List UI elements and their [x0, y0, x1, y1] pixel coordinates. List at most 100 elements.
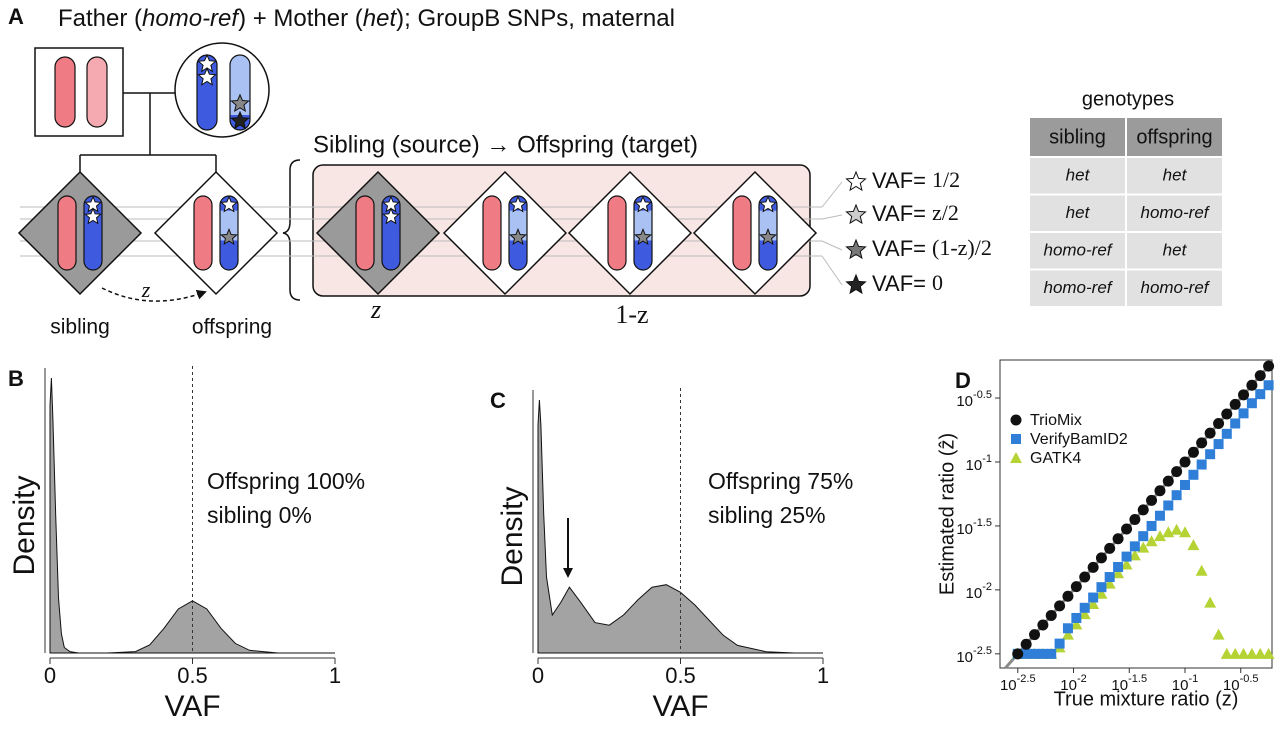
point: [1162, 475, 1174, 487]
tick-base: 10: [966, 457, 983, 474]
panel-title: Father (homo-ref) + Mother (het); GroupB…: [58, 5, 675, 32]
star: [845, 238, 867, 260]
point: [1112, 533, 1124, 545]
point: [1154, 510, 1165, 521]
point: [1154, 485, 1166, 497]
tick-label: 10-1: [1172, 673, 1198, 694]
point: [1078, 608, 1091, 620]
table-cell: [1030, 270, 1125, 306]
star: [230, 110, 250, 130]
point: [1121, 551, 1132, 562]
tick-label: 10-2.5: [1000, 673, 1036, 694]
table-cell: [1127, 233, 1222, 269]
point: [1088, 592, 1099, 603]
table-header-cell: [1030, 118, 1125, 156]
x-axis-label: VAF: [164, 690, 220, 723]
star: [230, 93, 250, 113]
point: [1195, 564, 1208, 576]
legend-label: TrioMix: [1030, 412, 1082, 429]
point: [1245, 647, 1258, 659]
y-axis-label: Density: [8, 475, 41, 575]
chromosome-part: [759, 240, 777, 270]
tick-base: 10: [966, 585, 983, 602]
tick-base: 10: [1111, 677, 1128, 694]
tick-power: -2: [982, 581, 992, 593]
tick-power: -2.5: [1017, 673, 1036, 685]
chromosome-part: [759, 210, 777, 241]
transfer-label: z: [141, 277, 151, 302]
point: [1112, 567, 1125, 579]
point: [1020, 638, 1032, 650]
title-part: ); GroupB SNPs, maternal: [396, 5, 675, 32]
point: [1046, 648, 1057, 659]
point: [1246, 398, 1257, 409]
charts: B 0 0.5 1 VAF Density Offspring 100% sibling 0%…: [8, 359, 1275, 723]
tick-base: 10: [956, 393, 973, 410]
x-axis-label: VAF: [652, 690, 708, 723]
table-cell: [1030, 233, 1125, 269]
point: [1137, 541, 1150, 553]
tick-label: 10-2: [966, 581, 992, 602]
tick-power: -2.5: [973, 645, 992, 657]
star: [509, 195, 527, 213]
point: [1137, 504, 1149, 516]
legend-label: VerifyBamID2: [1030, 431, 1128, 448]
point: [1037, 648, 1048, 659]
point: [1179, 526, 1192, 538]
point: [1238, 389, 1250, 401]
star: [845, 170, 867, 192]
star: [509, 227, 527, 246]
star: [759, 227, 777, 246]
point: [1045, 609, 1057, 621]
chromosome: [229, 54, 251, 131]
point: [1079, 602, 1090, 613]
tick-label: 10-0.5: [1223, 673, 1259, 694]
point: [1254, 647, 1267, 659]
point: [1205, 449, 1216, 460]
chromosome-part: [55, 57, 75, 127]
point: [1129, 513, 1141, 525]
point: [1120, 558, 1133, 570]
diamond: [153, 170, 279, 296]
point: [1029, 648, 1040, 659]
y-axis-label: Estimated ratio (ẑ): [936, 433, 958, 595]
annotation: sibling 0%: [207, 502, 312, 528]
tick-power: -2: [1077, 673, 1087, 685]
point: [1220, 647, 1233, 659]
point: [1096, 582, 1107, 593]
chromosome-part: [220, 240, 238, 270]
point: [1070, 581, 1082, 593]
offspring-label: offspring: [192, 316, 272, 339]
table-cell-text: homo-ref: [1140, 203, 1210, 222]
transfer-arrow: [101, 287, 207, 302]
title-part: het: [363, 5, 398, 32]
x-tick-label: 1: [817, 663, 829, 688]
star: [634, 227, 652, 246]
tick-base: 10: [1060, 677, 1077, 694]
point: [1061, 628, 1074, 640]
tick-base: 10: [1223, 677, 1240, 694]
point: [1079, 571, 1091, 583]
chromosome-part: [220, 210, 238, 241]
x-tick-label: 1: [329, 663, 341, 688]
point: [1104, 572, 1115, 583]
star: [197, 67, 217, 86]
vaf-legend-entry: VAF= z/2: [872, 200, 959, 226]
point: [1145, 535, 1158, 547]
point: [1054, 638, 1065, 649]
tick-power: -0.5: [973, 389, 992, 401]
vaf-legend-entry: VAF= 1/2: [872, 167, 960, 193]
point: [1230, 418, 1241, 429]
y-axis-label: Density: [496, 486, 529, 586]
chromosome-part: [87, 57, 107, 127]
point: [1010, 452, 1022, 463]
tick-label: 10-1: [966, 453, 992, 474]
tick-power: -1: [1188, 673, 1198, 685]
point: [1196, 459, 1207, 470]
point: [1037, 619, 1049, 631]
diamond: [692, 170, 818, 296]
father-box: [34, 47, 124, 137]
vaf-legend-label: VAF=: [872, 201, 926, 226]
vaf-legend-value: (1-z)/2: [932, 235, 992, 260]
point: [1213, 417, 1225, 429]
